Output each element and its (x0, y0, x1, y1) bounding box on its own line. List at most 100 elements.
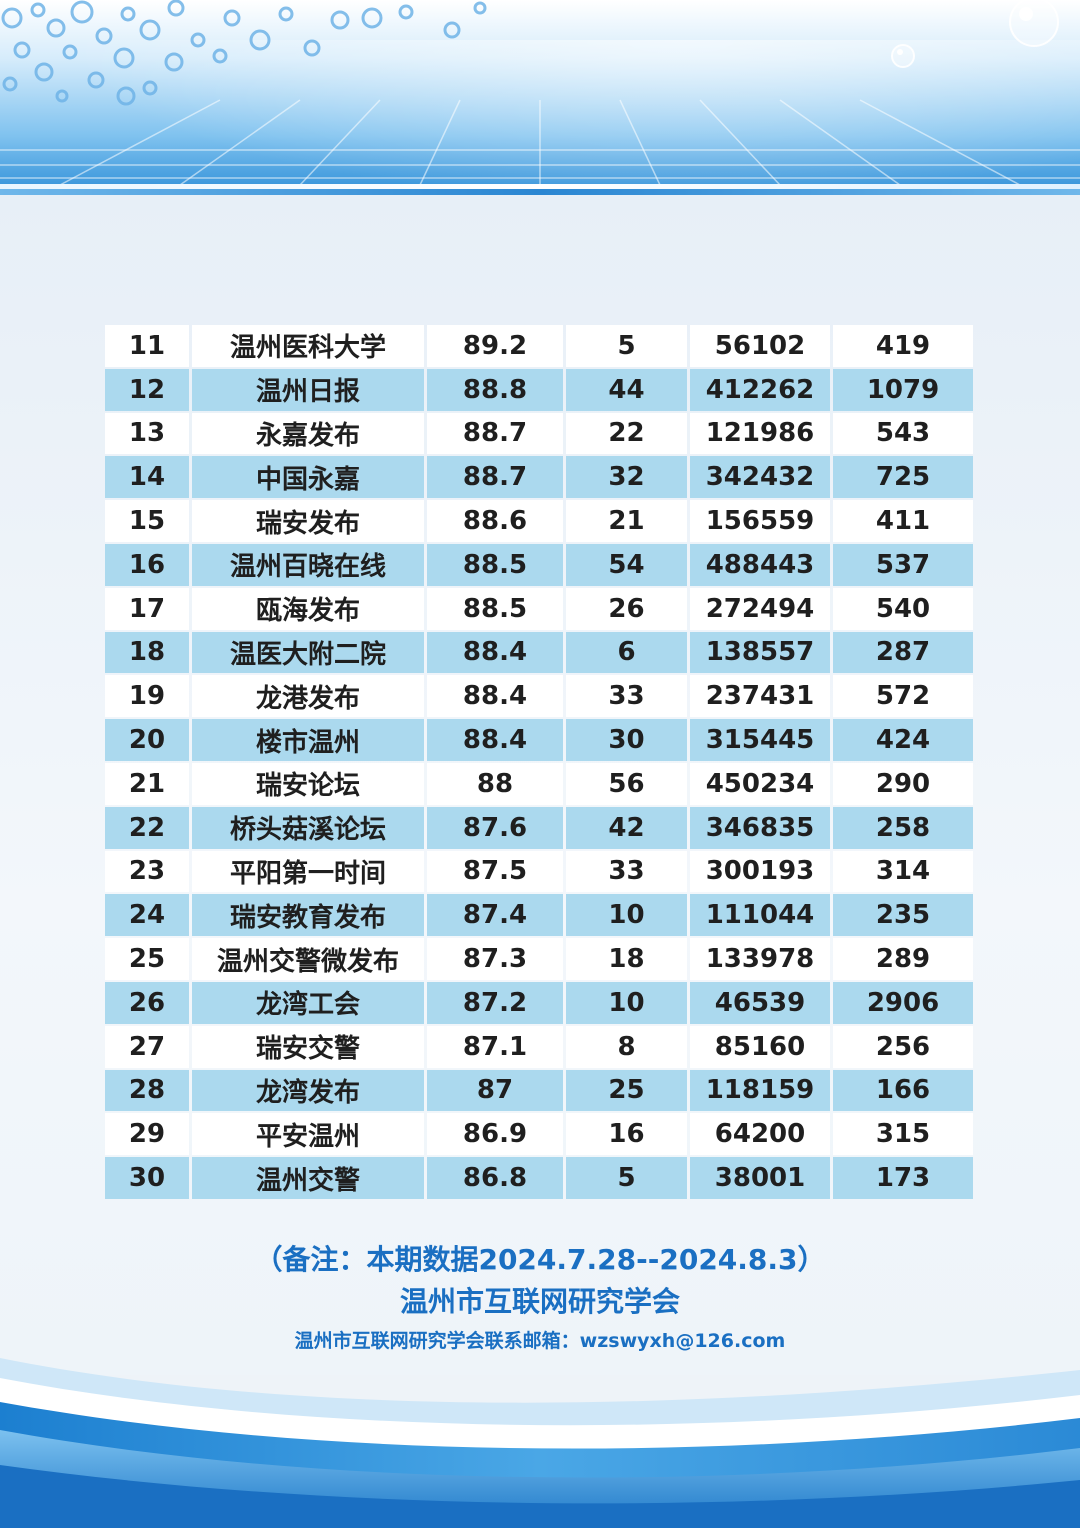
rank-cell: 25 (105, 938, 189, 980)
score-cell: 88.6 (427, 500, 563, 542)
posts-cell: 5 (566, 325, 687, 367)
score-cell: 88.5 (427, 587, 563, 630)
score-cell: 86.8 (427, 1157, 563, 1199)
account-name-cell: 温州交警微发布 (192, 938, 424, 980)
likes-cell: 173 (833, 1157, 973, 1199)
likes-cell: 725 (833, 456, 973, 499)
rank-cell: 11 (105, 325, 189, 367)
reads-cell: 118159 (690, 1069, 830, 1112)
likes-cell: 287 (833, 631, 973, 674)
table-row: 26 龙湾工会 87.2 10 46539 2906 (105, 981, 973, 1024)
likes-cell: 258 (833, 806, 973, 849)
posts-cell: 30 (566, 719, 687, 761)
rank-cell: 19 (105, 675, 189, 718)
rank-cell: 18 (105, 631, 189, 674)
account-name-cell: 温州交警 (192, 1157, 424, 1199)
likes-cell: 572 (833, 675, 973, 718)
rank-cell: 27 (105, 1025, 189, 1068)
score-cell: 87.2 (427, 981, 563, 1024)
account-name-cell: 平安温州 (192, 1113, 424, 1156)
likes-cell: 540 (833, 587, 973, 630)
likes-cell: 315 (833, 1113, 973, 1156)
score-cell: 88.5 (427, 543, 563, 586)
account-name-cell: 龙湾发布 (192, 1069, 424, 1112)
account-name-cell: 温州医科大学 (192, 325, 424, 367)
likes-cell: 235 (833, 894, 973, 937)
posts-cell: 16 (566, 1113, 687, 1156)
score-cell: 88.4 (427, 675, 563, 718)
likes-cell: 1079 (833, 368, 973, 411)
table-row: 18 温医大附二院 88.4 6 138557 287 (105, 631, 973, 674)
data-period-note: （备注：本期数据2024.7.28--2024.8.3） (254, 1243, 826, 1276)
account-name-cell: 平阳第一时间 (192, 850, 424, 893)
rank-cell: 23 (105, 850, 189, 893)
account-name-cell: 温州百晓在线 (192, 543, 424, 586)
likes-cell: 314 (833, 850, 973, 893)
table-row: 29 平安温州 86.9 16 64200 315 (105, 1113, 973, 1156)
score-cell: 88.7 (427, 412, 563, 455)
rank-cell: 28 (105, 1069, 189, 1112)
account-name-cell: 永嘉发布 (192, 412, 424, 455)
likes-cell: 2906 (833, 981, 973, 1024)
reads-cell: 111044 (690, 894, 830, 937)
table-row: 12 温州日报 88.8 44 412262 1079 (105, 368, 973, 411)
rank-cell: 22 (105, 806, 189, 849)
account-name-cell: 瑞安论坛 (192, 762, 424, 805)
banner-rule-blue (0, 189, 1080, 195)
table-row: 21 瑞安论坛 88 56 450234 290 (105, 762, 973, 805)
header-banner (0, 0, 1080, 195)
likes-cell: 419 (833, 325, 973, 367)
reads-cell: 412262 (690, 368, 830, 411)
table-row: 24 瑞安教育发布 87.4 10 111044 235 (105, 894, 973, 937)
account-name-cell: 中国永嘉 (192, 456, 424, 499)
posts-cell: 33 (566, 850, 687, 893)
reads-cell: 133978 (690, 938, 830, 980)
likes-cell: 537 (833, 543, 973, 586)
score-cell: 88.8 (427, 368, 563, 411)
likes-cell: 424 (833, 719, 973, 761)
posts-cell: 56 (566, 762, 687, 805)
rank-cell: 12 (105, 368, 189, 411)
table-row: 22 桥头菇溪论坛 87.6 42 346835 258 (105, 806, 973, 849)
account-name-cell: 瑞安教育发布 (192, 894, 424, 937)
reads-cell: 56102 (690, 325, 830, 367)
score-cell: 87 (427, 1069, 563, 1112)
rank-cell: 20 (105, 719, 189, 761)
reads-cell: 342432 (690, 456, 830, 499)
rank-cell: 24 (105, 894, 189, 937)
rank-cell: 16 (105, 543, 189, 586)
table-row: 14 中国永嘉 88.7 32 342432 725 (105, 456, 973, 499)
reads-cell: 121986 (690, 412, 830, 455)
ranking-table: 11 温州医科大学 89.2 5 56102 419 12 温州日报 88.8 44 412262 1… (102, 323, 976, 1201)
table-row: 30 温州交警 86.8 5 38001 173 (105, 1157, 973, 1199)
rank-cell: 29 (105, 1113, 189, 1156)
posts-cell: 10 (566, 981, 687, 1024)
reads-cell: 450234 (690, 762, 830, 805)
posts-cell: 18 (566, 938, 687, 980)
rank-cell: 13 (105, 412, 189, 455)
table-row: 13 永嘉发布 88.7 22 121986 543 (105, 412, 973, 455)
footer-wave-decoration (0, 1358, 1080, 1528)
posts-cell: 33 (566, 675, 687, 718)
account-name-cell: 瑞安发布 (192, 500, 424, 542)
rank-cell: 26 (105, 981, 189, 1024)
posts-cell: 8 (566, 1025, 687, 1068)
banner-rule-light (0, 184, 1080, 189)
account-name-cell: 瑞安交警 (192, 1025, 424, 1068)
reads-cell: 85160 (690, 1025, 830, 1068)
table-row: 19 龙港发布 88.4 33 237431 572 (105, 675, 973, 718)
likes-cell: 289 (833, 938, 973, 980)
posts-cell: 6 (566, 631, 687, 674)
posts-cell: 21 (566, 500, 687, 542)
likes-cell: 411 (833, 500, 973, 542)
posts-cell: 10 (566, 894, 687, 937)
table-row: 27 瑞安交警 87.1 8 85160 256 (105, 1025, 973, 1068)
score-cell: 86.9 (427, 1113, 563, 1156)
score-cell: 87.1 (427, 1025, 563, 1068)
reads-cell: 46539 (690, 981, 830, 1024)
account-name-cell: 桥头菇溪论坛 (192, 806, 424, 849)
reads-cell: 237431 (690, 675, 830, 718)
rank-cell: 30 (105, 1157, 189, 1199)
posts-cell: 32 (566, 456, 687, 499)
posts-cell: 42 (566, 806, 687, 849)
